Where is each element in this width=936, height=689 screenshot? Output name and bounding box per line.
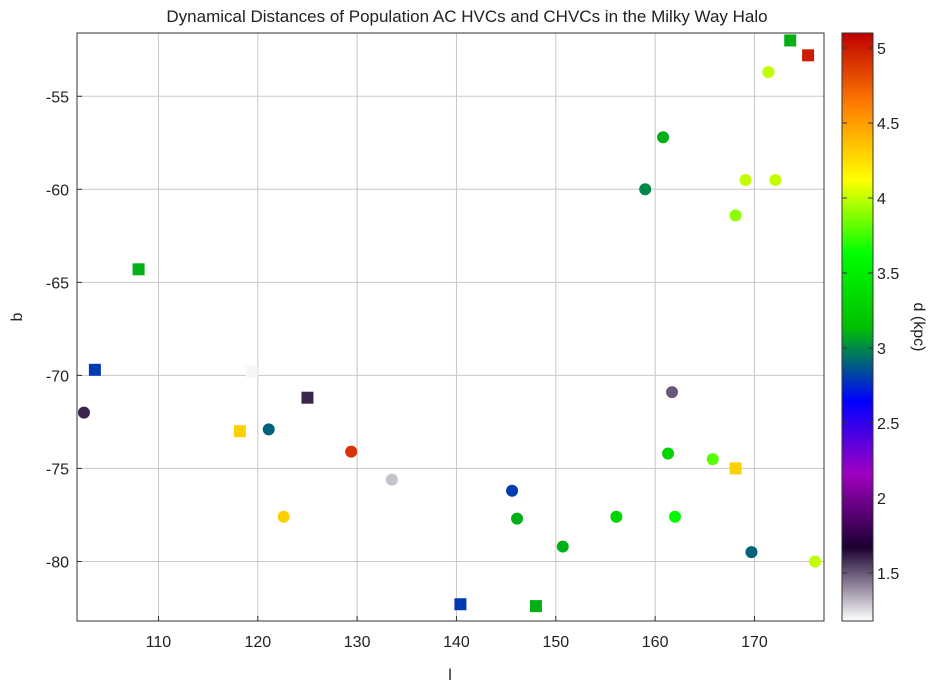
colorbar-tick-label: 2 bbox=[877, 491, 886, 508]
colorbar-tick-label: 1.5 bbox=[877, 566, 899, 583]
x-tick-label: 120 bbox=[244, 634, 271, 651]
colorbar bbox=[841, 32, 874, 622]
data-point-circle bbox=[277, 510, 290, 523]
y-tick-label: -75 bbox=[46, 461, 69, 478]
y-axis-label: b bbox=[9, 312, 26, 321]
y-tick-label: -80 bbox=[46, 554, 69, 571]
data-point-circle bbox=[769, 174, 782, 186]
y-tick-label: -65 bbox=[46, 275, 69, 292]
data-point-circle bbox=[506, 484, 519, 497]
data-point-square bbox=[729, 462, 742, 475]
x-tick-label: 170 bbox=[741, 634, 768, 651]
data-point-square bbox=[802, 49, 815, 62]
colorbar-label: d (kpc) bbox=[910, 303, 927, 352]
data-point-circle bbox=[610, 510, 623, 523]
y-axis-ticks: -55 -60 -65 -70 -75 -80 bbox=[46, 89, 82, 571]
data-point-circle bbox=[662, 447, 675, 460]
data-point-square bbox=[88, 363, 101, 376]
data-point-square bbox=[301, 391, 314, 404]
data-point-circle bbox=[729, 209, 742, 222]
colorbar-tick-label: 4.5 bbox=[877, 116, 899, 133]
data-point-circle bbox=[77, 406, 90, 419]
data-point-circle bbox=[666, 386, 679, 399]
y-tick-label: -60 bbox=[46, 182, 69, 199]
data-point-square bbox=[132, 263, 145, 276]
grid bbox=[77, 33, 824, 621]
data-point-circle bbox=[668, 510, 681, 523]
plot-frame bbox=[76, 32, 825, 622]
colorbar-tick-label: 3.5 bbox=[877, 266, 899, 283]
colorbar-ticks: 1.5 2 2.5 3 3.5 4 4.5 5 bbox=[842, 41, 899, 583]
data-point-circle bbox=[556, 540, 569, 553]
chart-title: Dynamical Distances of Population AC HVC… bbox=[166, 7, 767, 26]
data-point-circle bbox=[262, 423, 275, 436]
data-point-circle bbox=[657, 131, 670, 144]
x-axis-ticks: 110 120 130 140 150 160 170 bbox=[146, 616, 768, 651]
data-point-circle bbox=[385, 473, 398, 486]
x-tick-label: 110 bbox=[146, 634, 172, 651]
x-tick-label: 130 bbox=[344, 634, 371, 651]
data-point-circle bbox=[706, 453, 719, 466]
colorbar-tick-label: 2.5 bbox=[877, 416, 899, 433]
data-point-square bbox=[529, 600, 542, 613]
data-points bbox=[77, 34, 822, 613]
x-tick-label: 160 bbox=[642, 634, 669, 651]
y-tick-label: -55 bbox=[46, 89, 69, 106]
data-point-square bbox=[233, 425, 246, 438]
colorbar-tick-label: 4 bbox=[877, 191, 886, 208]
data-point-circle bbox=[639, 183, 652, 196]
data-point-circle bbox=[345, 445, 358, 458]
colorbar-tick-label: 3 bbox=[877, 341, 886, 358]
data-point-circle bbox=[511, 512, 524, 525]
data-point-square bbox=[245, 365, 258, 378]
colorbar-tick-label: 5 bbox=[877, 41, 886, 58]
data-point-circle bbox=[745, 546, 758, 559]
data-point-circle bbox=[809, 555, 822, 568]
data-point-circle bbox=[739, 174, 752, 186]
data-point-square bbox=[784, 34, 797, 47]
x-tick-label: 140 bbox=[443, 634, 470, 651]
data-point-square bbox=[454, 598, 467, 611]
data-point-circle bbox=[762, 66, 775, 79]
x-tick-label: 150 bbox=[542, 634, 569, 651]
y-tick-label: -70 bbox=[46, 368, 69, 385]
x-axis-label: l bbox=[448, 667, 452, 684]
